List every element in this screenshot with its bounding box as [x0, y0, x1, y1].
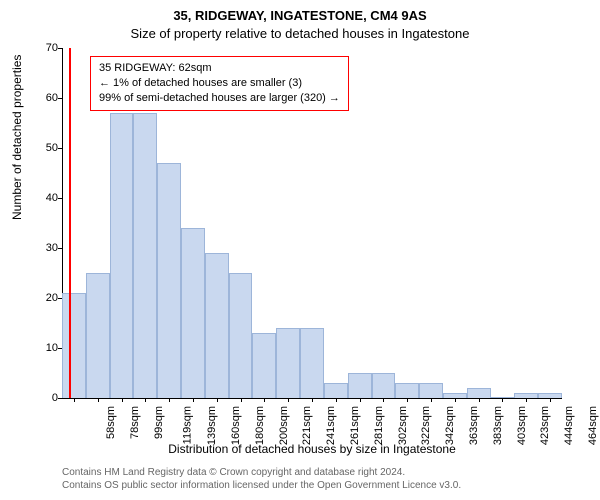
histogram-bar: [372, 373, 396, 398]
footer-line-2: Contains OS public sector information li…: [62, 479, 461, 492]
histogram-bar: [324, 383, 348, 398]
x-tick-mark: [217, 398, 218, 402]
x-tick-mark: [455, 398, 456, 402]
x-tick-mark: [122, 398, 123, 402]
histogram-bar: [300, 328, 324, 398]
x-tick-mark: [383, 398, 384, 402]
histogram-bar: [62, 293, 86, 398]
x-tick-label: 261sqm: [349, 406, 361, 445]
histogram-bar: [348, 373, 372, 398]
histogram-bar: [514, 393, 538, 398]
x-tick-label: 139sqm: [206, 406, 218, 445]
histogram-bar: [538, 393, 562, 398]
x-tick-mark: [526, 398, 527, 402]
x-tick-mark: [360, 398, 361, 402]
histogram-bar: [181, 228, 205, 398]
histogram-bar: [229, 273, 253, 398]
x-tick-label: 241sqm: [325, 406, 337, 445]
histogram-bar: [205, 253, 229, 398]
histogram-bar: [276, 328, 300, 398]
footer-attribution: Contains HM Land Registry data © Crown c…: [62, 466, 461, 492]
y-tick-label: 60: [46, 92, 58, 104]
x-tick-mark: [288, 398, 289, 402]
y-tick-label: 20: [46, 292, 58, 304]
histogram-bar: [133, 113, 157, 398]
x-tick-mark: [312, 398, 313, 402]
x-tick-label: 342sqm: [444, 406, 456, 445]
y-tick-label: 30: [46, 242, 58, 254]
x-tick-mark: [336, 398, 337, 402]
histogram-bar: [86, 273, 110, 398]
x-tick-mark: [74, 398, 75, 402]
x-tick-label: 160sqm: [230, 406, 242, 445]
x-tick-mark: [145, 398, 146, 402]
footer-line-1: Contains HM Land Registry data © Crown c…: [62, 466, 461, 479]
x-tick-mark: [550, 398, 551, 402]
histogram-bar: [110, 113, 134, 398]
histogram-bar: [395, 383, 419, 398]
x-tick-mark: [193, 398, 194, 402]
chart-title-sub: Size of property relative to detached ho…: [0, 26, 600, 41]
x-tick-mark: [407, 398, 408, 402]
x-tick-mark: [431, 398, 432, 402]
x-tick-label: 423sqm: [540, 406, 552, 445]
x-tick-label: 58sqm: [105, 406, 117, 439]
x-tick-label: 180sqm: [254, 406, 266, 445]
annotation-box: 35 RIDGEWAY: 62sqm ← 1% of detached hous…: [90, 56, 349, 111]
x-tick-label: 200sqm: [278, 406, 290, 445]
annotation-line-3: 99% of semi-detached houses are larger (…: [99, 91, 340, 106]
x-tick-label: 403sqm: [516, 406, 528, 445]
y-tick-label: 50: [46, 142, 58, 154]
x-tick-mark: [241, 398, 242, 402]
annotation-line-2: ← 1% of detached houses are smaller (3): [99, 76, 340, 91]
x-tick-mark: [264, 398, 265, 402]
x-tick-mark: [502, 398, 503, 402]
x-tick-label: 99sqm: [153, 406, 165, 439]
histogram-bar: [491, 397, 515, 398]
histogram-bar: [467, 388, 491, 398]
x-tick-label: 78sqm: [129, 406, 141, 439]
x-tick-label: 444sqm: [563, 406, 575, 445]
histogram-bar: [157, 163, 181, 398]
x-tick-label: 302sqm: [397, 406, 409, 445]
x-tick-label: 322sqm: [421, 406, 433, 445]
histogram-bar: [443, 393, 467, 398]
chart-container: 35, RIDGEWAY, INGATESTONE, CM4 9AS Size …: [0, 0, 600, 500]
x-tick-label: 119sqm: [182, 406, 194, 444]
annotation-line-1: 35 RIDGEWAY: 62sqm: [99, 61, 340, 76]
x-tick-label: 383sqm: [492, 406, 504, 445]
x-tick-label: 281sqm: [373, 406, 385, 445]
x-tick-label: 363sqm: [468, 406, 480, 445]
x-tick-mark: [479, 398, 480, 402]
x-tick-mark: [169, 398, 170, 402]
y-tick-label: 70: [46, 42, 58, 54]
chart-title-main: 35, RIDGEWAY, INGATESTONE, CM4 9AS: [0, 8, 600, 23]
marker-line: [69, 48, 71, 398]
x-tick-mark: [98, 398, 99, 402]
x-tick-label: 464sqm: [587, 406, 599, 445]
y-tick-label: 10: [46, 342, 58, 354]
histogram-bar: [252, 333, 276, 398]
histogram-bar: [419, 383, 443, 398]
y-axis-label: Number of detached properties: [10, 55, 24, 220]
y-tick-label: 40: [46, 192, 58, 204]
y-tick-mark: [58, 398, 62, 399]
x-tick-label: 221sqm: [302, 406, 314, 445]
